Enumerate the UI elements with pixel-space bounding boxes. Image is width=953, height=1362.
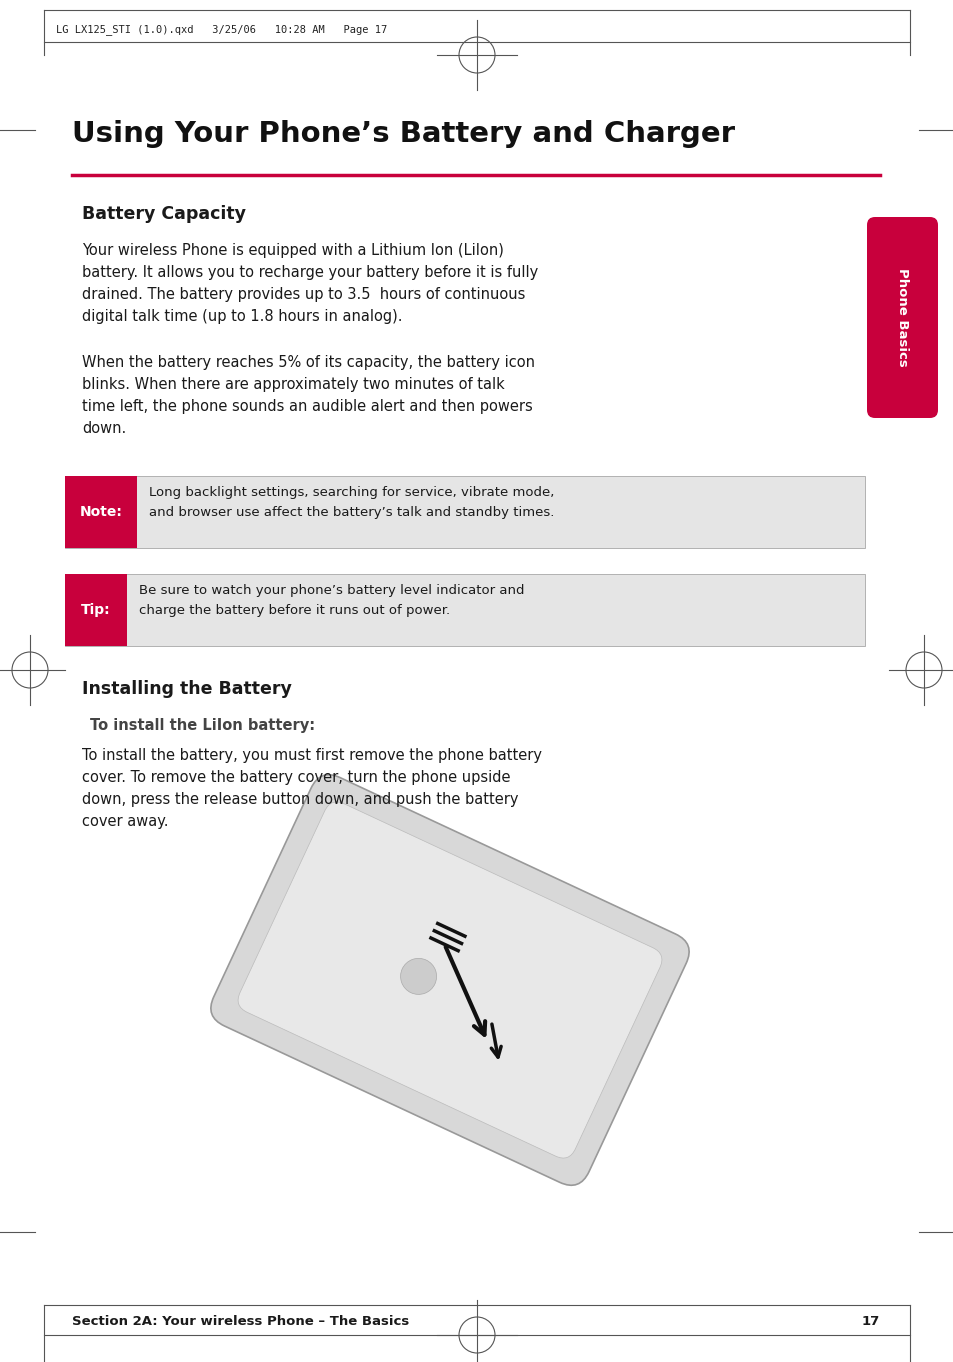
Text: To install the LiIon battery:: To install the LiIon battery: — [90, 718, 314, 733]
Text: Phone Basics: Phone Basics — [895, 268, 908, 366]
Text: time left, the phone sounds an audible alert and then powers: time left, the phone sounds an audible a… — [82, 399, 532, 414]
Text: Installing the Battery: Installing the Battery — [82, 680, 292, 697]
Text: LG LX125_STI (1.0).qxd   3/25/06   10:28 AM   Page 17: LG LX125_STI (1.0).qxd 3/25/06 10:28 AM … — [56, 25, 387, 35]
Text: Long backlight settings, searching for service, vibrate mode,: Long backlight settings, searching for s… — [149, 486, 554, 498]
Circle shape — [400, 959, 436, 994]
Text: Using Your Phone’s Battery and Charger: Using Your Phone’s Battery and Charger — [71, 120, 734, 148]
Text: down, press the release button down, and push the battery: down, press the release button down, and… — [82, 791, 518, 808]
Text: Your wireless Phone is equipped with a Lithium Ion (LiIon): Your wireless Phone is equipped with a L… — [82, 242, 503, 257]
Bar — [65, 573, 864, 646]
FancyBboxPatch shape — [238, 802, 661, 1158]
FancyBboxPatch shape — [866, 217, 937, 418]
FancyBboxPatch shape — [211, 775, 688, 1185]
Text: To install the battery, you must first remove the phone battery: To install the battery, you must first r… — [82, 748, 541, 763]
Bar — [65, 475, 137, 548]
Text: Note:: Note: — [79, 505, 122, 519]
Text: blinks. When there are approximately two minutes of talk: blinks. When there are approximately two… — [82, 377, 504, 392]
Text: battery. It allows you to recharge your battery before it is fully: battery. It allows you to recharge your … — [82, 266, 537, 281]
FancyArrowPatch shape — [491, 1024, 500, 1057]
Text: Section 2A: Your wireless Phone – The Basics: Section 2A: Your wireless Phone – The Ba… — [71, 1314, 409, 1328]
Text: charge the battery before it runs out of power.: charge the battery before it runs out of… — [139, 603, 450, 617]
Text: cover. To remove the battery cover, turn the phone upside: cover. To remove the battery cover, turn… — [82, 770, 510, 785]
Text: drained. The battery provides up to 3.5  hours of continuous: drained. The battery provides up to 3.5 … — [82, 287, 525, 302]
Text: cover away.: cover away. — [82, 814, 169, 829]
Text: Tip:: Tip: — [81, 603, 111, 617]
Text: 17: 17 — [861, 1314, 879, 1328]
Text: and browser use affect the battery’s talk and standby times.: and browser use affect the battery’s tal… — [149, 507, 554, 519]
Bar — [65, 475, 864, 548]
Bar — [65, 573, 127, 646]
Text: When the battery reaches 5% of its capacity, the battery icon: When the battery reaches 5% of its capac… — [82, 355, 535, 370]
Text: Be sure to watch your phone’s battery level indicator and: Be sure to watch your phone’s battery le… — [139, 584, 524, 597]
Text: Battery Capacity: Battery Capacity — [82, 206, 246, 223]
FancyArrowPatch shape — [445, 947, 485, 1035]
Text: down.: down. — [82, 421, 126, 436]
Text: digital talk time (up to 1.8 hours in analog).: digital talk time (up to 1.8 hours in an… — [82, 309, 402, 324]
